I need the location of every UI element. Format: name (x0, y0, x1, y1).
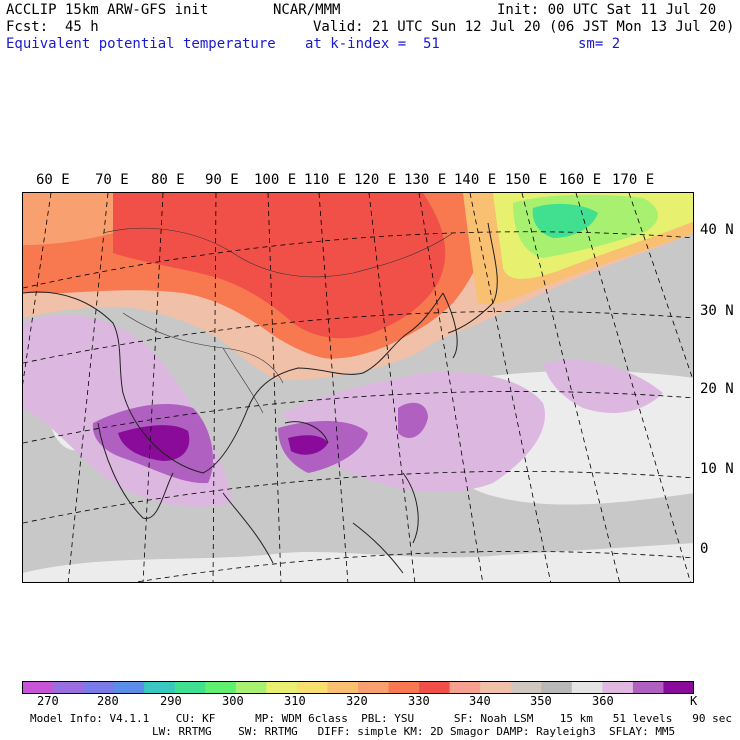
physics-info-line: LW: RRTMG SW: RRTMG DIFF: simple KM: 2D … (152, 725, 676, 738)
forecast-hours: 45 h (65, 19, 99, 35)
longitude-label: 110 E (304, 172, 347, 188)
map-canvas (23, 193, 693, 582)
colorbar-tick-label: 270 (37, 694, 59, 708)
longitude-label: 120 E (354, 172, 397, 188)
smoothing-label: sm= 2 (578, 36, 621, 52)
longitude-label: 170 E (612, 172, 655, 188)
longitude-label: 130 E (404, 172, 447, 188)
model-level: at k-index = 51 (305, 36, 440, 52)
colorbar-tick-label: 320 (346, 694, 368, 708)
organization-label: NCAR/MMM (273, 2, 341, 18)
field-name: Equivalent potential temperature (6, 36, 276, 52)
colorbar-swatch (52, 681, 84, 694)
colorbar-swatch (327, 681, 359, 694)
colorbar-swatch (449, 681, 481, 694)
colorbar-tick-label: 340 (469, 694, 491, 708)
cool-north-field (463, 193, 693, 305)
colorbar-unit: K (690, 694, 698, 708)
colorbar-tick-label: 310 (284, 694, 306, 708)
longitude-label: 160 E (559, 172, 602, 188)
colorbar-swatch (296, 681, 328, 694)
colorbar-swatch (663, 681, 694, 694)
forecast-label: Fcst: (6, 19, 49, 35)
model-title: ACCLIP 15km ARW-GFS init (6, 2, 209, 18)
colorbar-swatch (602, 681, 634, 694)
longitude-label: 90 E (205, 172, 239, 188)
latitude-label: 0 (700, 541, 709, 557)
colorbar-tick-label: 330 (408, 694, 430, 708)
latitude-label: 30 N (700, 303, 734, 319)
colorbar-frame (22, 681, 694, 694)
colorbar-tick-label: 350 (530, 694, 552, 708)
longitude-label: 140 E (454, 172, 497, 188)
colorbar-swatch (358, 681, 390, 694)
colorbar-swatch (480, 681, 512, 694)
coastlines (23, 222, 498, 574)
longitude-label: 100 E (254, 172, 297, 188)
colorbar-tick-label: 300 (222, 694, 244, 708)
init-time: Init: 00 UTC Sat 11 Jul 20 (497, 2, 717, 18)
colorbar-swatch (22, 681, 54, 694)
longitude-label: 60 E (36, 172, 70, 188)
boundaries (102, 227, 454, 414)
colorbar-tick-label: 290 (160, 694, 182, 708)
latitude-label: 20 N (700, 381, 734, 397)
latitude-label: 10 N (700, 461, 734, 477)
colorbar-tick-label: 280 (97, 694, 119, 708)
latitude-label: 40 N (700, 222, 734, 238)
colorbar-swatch (144, 681, 176, 694)
colorbar-swatch (510, 681, 542, 694)
colorbar-swatch (235, 681, 267, 694)
longitude-label: 80 E (151, 172, 185, 188)
theta-e-map (22, 192, 694, 583)
longitude-label: 70 E (95, 172, 129, 188)
colorbar-swatch (113, 681, 145, 694)
longitude-label: 150 E (505, 172, 548, 188)
colorbar-swatch (388, 681, 420, 694)
valid-time: Valid: 21 UTC Sun 12 Jul 20 (06 JST Mon … (313, 19, 735, 35)
dark-purple-field (118, 425, 328, 461)
colorbar-swatch (571, 681, 603, 694)
colorbar-swatch (541, 681, 573, 694)
colorbar-tick-label: 360 (592, 694, 614, 708)
model-info-line: Model Info: V4.1.1 CU: KF MP: WDM 6class… (30, 712, 732, 725)
graticule (23, 193, 693, 582)
colorbar-swatch (632, 681, 664, 694)
colorbar-swatch (205, 681, 237, 694)
colorbar-swatch (419, 681, 451, 694)
colorbar (22, 681, 694, 694)
colorbar-swatch (83, 681, 115, 694)
colorbar-swatch (266, 681, 298, 694)
colorbar-swatch (174, 681, 206, 694)
